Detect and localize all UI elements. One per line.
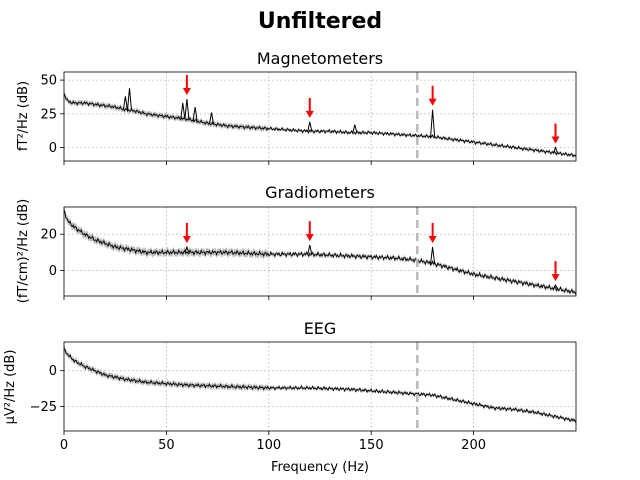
red-arrow-head [182, 235, 191, 243]
y-tick-label: 0 [49, 264, 57, 279]
red-arrow-head [182, 87, 191, 95]
xticks-magnetometers [63, 161, 475, 165]
y-axis-label-magnetometers: fT²/Hz (dB) [16, 81, 31, 151]
red-arrow-head [305, 234, 314, 242]
grid-eeg [63, 342, 576, 431]
panel-title-magnetometers: Magnetometers [257, 49, 383, 68]
peak-spike [553, 284, 558, 289]
panel-eeg: EEG 0 −25 0 50 100 150 200 µV²/Hz (dB) [3, 319, 577, 453]
arrows-gradiometers [182, 221, 560, 282]
axes-frame-eeg [63, 341, 577, 432]
peak-spike [184, 245, 190, 253]
x-tick-label: 200 [461, 438, 486, 453]
x-tick-label: 0 [60, 438, 68, 453]
std-band-magnetometers [64, 90, 576, 159]
axes-frame-gradiometers [63, 206, 577, 297]
peak-spike [184, 98, 190, 120]
y-tick-label: 0 [49, 141, 57, 156]
peak-spike [180, 102, 186, 119]
peak-spike [192, 107, 198, 121]
psd-line-gradiometers [63, 209, 577, 295]
peaks-gradiometers [184, 244, 558, 289]
arrows-magnetometers [182, 74, 560, 144]
peak-spike [122, 96, 128, 110]
psd-line-eeg [63, 348, 577, 423]
panel-title-gradiometers: Gradiometers [265, 183, 375, 202]
x-tick-label: 150 [359, 438, 384, 453]
peak-spike [307, 244, 313, 255]
yticks-eeg: 0 −25 [30, 364, 64, 415]
peak-spike [307, 121, 313, 132]
red-arrow-head [551, 136, 560, 144]
panel-gradiometers: Gradiometers 0 20 (fT/cm)²/Hz (dB) [16, 183, 577, 304]
x-tick-label: 100 [256, 438, 281, 453]
y-axis-label-gradiometers: (fT/cm)²/Hz (dB) [16, 199, 31, 304]
y-tick-label: 50 [40, 74, 57, 89]
peak-spike [430, 246, 436, 264]
red-arrow-head [428, 98, 437, 106]
axes-frame-magnetometers [63, 71, 577, 162]
x-tick-label: 50 [158, 438, 175, 453]
std-band-eeg [64, 345, 576, 425]
grid-magnetometers [63, 72, 576, 161]
xticks-gradiometers [63, 296, 475, 300]
peak-spike [352, 124, 358, 133]
peak-spike [430, 109, 436, 137]
y-axis-label-eeg: µV²/Hz (dB) [3, 350, 18, 425]
peaks-magnetometers [122, 88, 558, 154]
peak-spike [553, 146, 558, 154]
peak-spike [209, 112, 214, 124]
xticks-eeg: 0 50 100 150 200 [60, 431, 486, 453]
peak-spike [127, 88, 132, 111]
yticks-gradiometers: 0 20 [40, 228, 64, 279]
x-axis-label: Frequency (Hz) [271, 460, 369, 475]
y-tick-label: 25 [40, 107, 57, 122]
panel-title-eeg: EEG [304, 319, 337, 338]
panel-magnetometers: Magnetometers 0 25 50 fT²/Hz (dB) [16, 49, 577, 165]
y-tick-label: 0 [49, 364, 57, 379]
red-arrow-head [428, 235, 437, 243]
yticks-magnetometers: 0 25 50 [40, 74, 64, 156]
red-arrow-head [305, 110, 314, 118]
psd-line-magnetometers [63, 93, 577, 158]
y-tick-label: 20 [40, 228, 57, 243]
y-tick-label: −25 [30, 400, 57, 415]
chart-title: Unfiltered [258, 9, 382, 34]
red-arrow-head [551, 274, 560, 282]
std-band-gradiometers [64, 207, 576, 296]
